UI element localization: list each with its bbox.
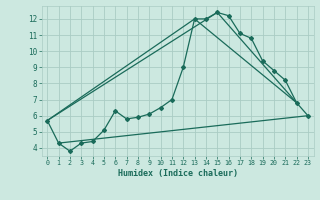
- X-axis label: Humidex (Indice chaleur): Humidex (Indice chaleur): [118, 169, 237, 178]
